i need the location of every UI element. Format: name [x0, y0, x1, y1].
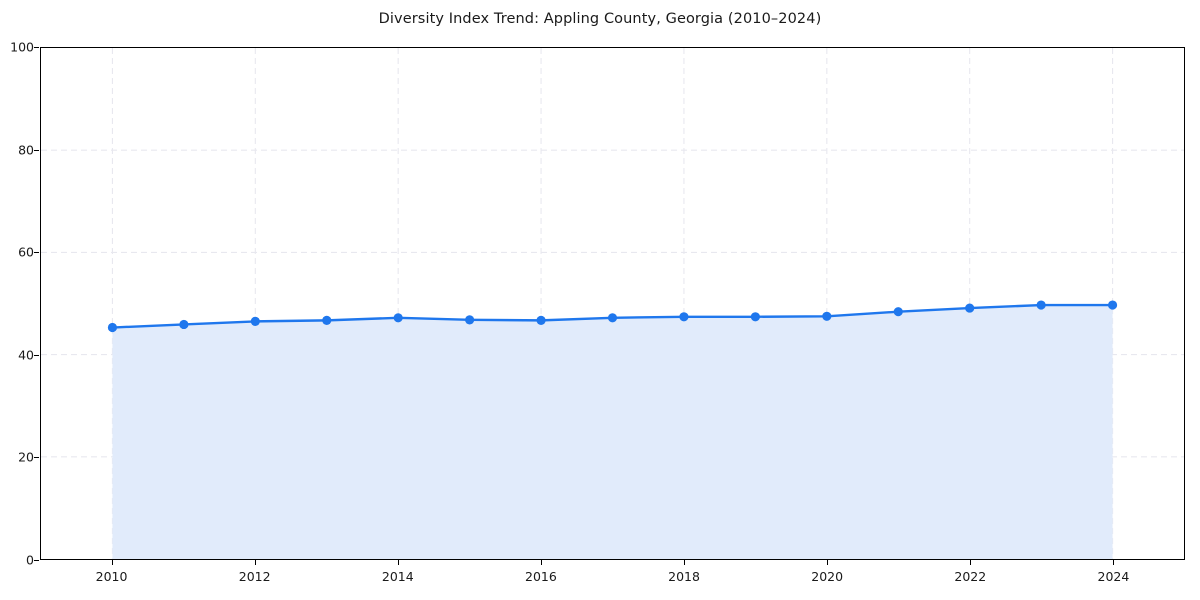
x-axis-tick-mark	[970, 560, 972, 565]
y-axis-tick-label: 40	[18, 347, 34, 363]
data-point	[607, 313, 618, 323]
y-axis-tick-label: 60	[18, 244, 34, 260]
x-axis-tick-label: 2018	[668, 569, 700, 584]
data-point	[1036, 300, 1046, 310]
y-axis-tick-label: 20	[18, 449, 34, 465]
x-axis-tick-mark	[1113, 560, 1115, 565]
data-point	[322, 315, 332, 325]
x-axis-tick-labels: 2010 2012 2014 2016 2018 2020 2022 2024	[0, 560, 1200, 600]
data-point	[250, 316, 260, 326]
y-axis-tick-mark	[34, 560, 39, 561]
y-axis-tick-mark	[34, 354, 39, 356]
y-axis-tick-mark	[34, 149, 39, 151]
data-point	[750, 312, 760, 322]
x-axis-tick-label: 2014	[381, 569, 414, 584]
y-axis-tick-labels: 0 20 40 60 80 100	[0, 40, 39, 568]
y-axis-tick-mark	[34, 47, 39, 48]
y-axis-tick-label: 0	[26, 552, 34, 568]
x-axis-tick-mark	[111, 560, 113, 565]
data-point	[679, 312, 689, 322]
data-series-layer	[107, 300, 1118, 559]
x-axis-tick-mark	[540, 560, 542, 565]
x-axis-tick-label: 2010	[95, 569, 128, 584]
data-point	[536, 315, 546, 325]
data-point	[179, 319, 189, 330]
data-point	[465, 315, 475, 325]
data-point	[893, 307, 903, 317]
plot-area	[40, 47, 1185, 560]
data-point	[393, 313, 403, 323]
data-point	[965, 303, 975, 313]
y-axis-tick-label: 100	[10, 39, 34, 55]
data-point	[822, 311, 832, 321]
x-axis-tick-label: 2024	[1097, 569, 1130, 584]
x-axis-tick-mark	[397, 560, 399, 565]
x-axis-tick-label: 2020	[811, 569, 844, 584]
x-axis-tick-label: 2016	[525, 569, 557, 584]
y-axis-tick-mark	[34, 252, 39, 254]
data-point	[1107, 300, 1118, 310]
chart-title: Diversity Index Trend: Appling County, G…	[378, 11, 822, 27]
x-axis-tick-label: 2012	[238, 569, 271, 584]
data-point	[107, 322, 118, 333]
x-axis-tick-label: 2022	[954, 569, 987, 584]
y-axis-tick-label: 80	[18, 142, 34, 158]
x-axis-tick-mark	[254, 560, 256, 565]
x-axis-tick-mark	[827, 560, 829, 565]
x-axis-tick-mark	[684, 560, 686, 565]
y-axis-tick-mark	[34, 457, 39, 459]
